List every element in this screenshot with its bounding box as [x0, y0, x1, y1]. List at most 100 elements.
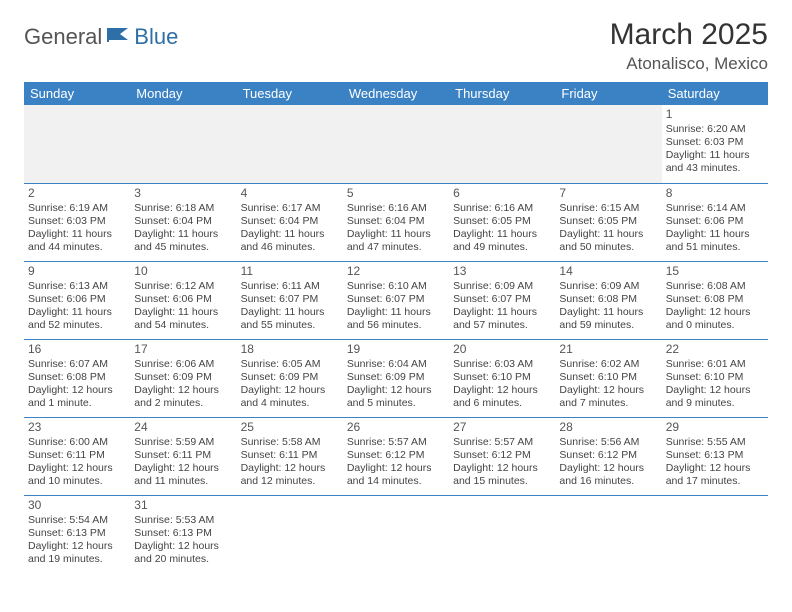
- daylight-text: Daylight: 12 hours and 11 minutes.: [134, 462, 232, 488]
- sunrise-text: Sunrise: 6:06 AM: [134, 358, 232, 371]
- sunrise-text: Sunrise: 6:09 AM: [453, 280, 551, 293]
- calendar-cell: 9Sunrise: 6:13 AMSunset: 6:06 PMDaylight…: [24, 261, 130, 339]
- sunset-text: Sunset: 6:11 PM: [28, 449, 126, 462]
- sunset-text: Sunset: 6:06 PM: [28, 293, 126, 306]
- calendar-cell: 27Sunrise: 5:57 AMSunset: 6:12 PMDayligh…: [449, 417, 555, 495]
- calendar-cell: 13Sunrise: 6:09 AMSunset: 6:07 PMDayligh…: [449, 261, 555, 339]
- calendar-cell: 2Sunrise: 6:19 AMSunset: 6:03 PMDaylight…: [24, 183, 130, 261]
- sunset-text: Sunset: 6:03 PM: [28, 215, 126, 228]
- sunrise-text: Sunrise: 6:05 AM: [241, 358, 339, 371]
- daylight-text: Daylight: 12 hours and 16 minutes.: [559, 462, 657, 488]
- daylight-text: Daylight: 12 hours and 5 minutes.: [347, 384, 445, 410]
- logo-text-blue: Blue: [134, 24, 178, 50]
- calendar-cell: 6Sunrise: 6:16 AMSunset: 6:05 PMDaylight…: [449, 183, 555, 261]
- sunset-text: Sunset: 6:10 PM: [453, 371, 551, 384]
- flag-icon: [106, 26, 130, 49]
- sunset-text: Sunset: 6:03 PM: [666, 136, 764, 149]
- day-number: 3: [134, 186, 232, 201]
- calendar-cell: [449, 495, 555, 573]
- daylight-text: Daylight: 12 hours and 6 minutes.: [453, 384, 551, 410]
- sunrise-text: Sunrise: 5:57 AM: [347, 436, 445, 449]
- calendar-cell: 3Sunrise: 6:18 AMSunset: 6:04 PMDaylight…: [130, 183, 236, 261]
- sunrise-text: Sunrise: 5:59 AM: [134, 436, 232, 449]
- calendar-cell: 16Sunrise: 6:07 AMSunset: 6:08 PMDayligh…: [24, 339, 130, 417]
- sunset-text: Sunset: 6:07 PM: [347, 293, 445, 306]
- weekday-header: Wednesday: [343, 82, 449, 105]
- calendar-cell: [343, 105, 449, 183]
- sunrise-text: Sunrise: 6:16 AM: [453, 202, 551, 215]
- daylight-text: Daylight: 11 hours and 50 minutes.: [559, 228, 657, 254]
- daylight-text: Daylight: 12 hours and 17 minutes.: [666, 462, 764, 488]
- sunrise-text: Sunrise: 6:11 AM: [241, 280, 339, 293]
- daylight-text: Daylight: 12 hours and 1 minute.: [28, 384, 126, 410]
- day-number: 21: [559, 342, 657, 357]
- day-number: 12: [347, 264, 445, 279]
- sunrise-text: Sunrise: 5:55 AM: [666, 436, 764, 449]
- calendar-cell: 29Sunrise: 5:55 AMSunset: 6:13 PMDayligh…: [662, 417, 768, 495]
- calendar-cell: [343, 495, 449, 573]
- daylight-text: Daylight: 12 hours and 15 minutes.: [453, 462, 551, 488]
- day-number: 6: [453, 186, 551, 201]
- weekday-header: Saturday: [662, 82, 768, 105]
- weekday-header: Sunday: [24, 82, 130, 105]
- sunrise-text: Sunrise: 6:07 AM: [28, 358, 126, 371]
- calendar-table: Sunday Monday Tuesday Wednesday Thursday…: [24, 82, 768, 573]
- sunrise-text: Sunrise: 6:14 AM: [666, 202, 764, 215]
- calendar-cell: 30Sunrise: 5:54 AMSunset: 6:13 PMDayligh…: [24, 495, 130, 573]
- daylight-text: Daylight: 12 hours and 20 minutes.: [134, 540, 232, 566]
- calendar-cell: [555, 105, 661, 183]
- sunrise-text: Sunrise: 6:12 AM: [134, 280, 232, 293]
- daylight-text: Daylight: 11 hours and 59 minutes.: [559, 306, 657, 332]
- sunrise-text: Sunrise: 6:02 AM: [559, 358, 657, 371]
- day-number: 10: [134, 264, 232, 279]
- day-number: 29: [666, 420, 764, 435]
- daylight-text: Daylight: 12 hours and 10 minutes.: [28, 462, 126, 488]
- calendar-cell: 20Sunrise: 6:03 AMSunset: 6:10 PMDayligh…: [449, 339, 555, 417]
- day-number: 4: [241, 186, 339, 201]
- sunrise-text: Sunrise: 6:00 AM: [28, 436, 126, 449]
- daylight-text: Daylight: 11 hours and 43 minutes.: [666, 149, 764, 175]
- daylight-text: Daylight: 12 hours and 12 minutes.: [241, 462, 339, 488]
- sunset-text: Sunset: 6:10 PM: [559, 371, 657, 384]
- sunset-text: Sunset: 6:11 PM: [134, 449, 232, 462]
- sunset-text: Sunset: 6:04 PM: [347, 215, 445, 228]
- calendar-cell: [449, 105, 555, 183]
- sunset-text: Sunset: 6:04 PM: [134, 215, 232, 228]
- sunrise-text: Sunrise: 6:18 AM: [134, 202, 232, 215]
- sunrise-text: Sunrise: 6:16 AM: [347, 202, 445, 215]
- calendar-cell: 21Sunrise: 6:02 AMSunset: 6:10 PMDayligh…: [555, 339, 661, 417]
- day-number: 7: [559, 186, 657, 201]
- sunset-text: Sunset: 6:05 PM: [559, 215, 657, 228]
- calendar-cell: [237, 105, 343, 183]
- sunrise-text: Sunrise: 6:09 AM: [559, 280, 657, 293]
- day-number: 8: [666, 186, 764, 201]
- sunset-text: Sunset: 6:04 PM: [241, 215, 339, 228]
- sunset-text: Sunset: 6:06 PM: [666, 215, 764, 228]
- daylight-text: Daylight: 11 hours and 56 minutes.: [347, 306, 445, 332]
- calendar-cell: 25Sunrise: 5:58 AMSunset: 6:11 PMDayligh…: [237, 417, 343, 495]
- sunrise-text: Sunrise: 5:58 AM: [241, 436, 339, 449]
- calendar-cell: [24, 105, 130, 183]
- calendar-cell: 1Sunrise: 6:20 AMSunset: 6:03 PMDaylight…: [662, 105, 768, 183]
- weekday-header: Tuesday: [237, 82, 343, 105]
- daylight-text: Daylight: 12 hours and 14 minutes.: [347, 462, 445, 488]
- day-number: 17: [134, 342, 232, 357]
- day-number: 15: [666, 264, 764, 279]
- calendar-row: 23Sunrise: 6:00 AMSunset: 6:11 PMDayligh…: [24, 417, 768, 495]
- day-number: 11: [241, 264, 339, 279]
- day-number: 1: [666, 107, 764, 122]
- sunset-text: Sunset: 6:12 PM: [347, 449, 445, 462]
- daylight-text: Daylight: 12 hours and 2 minutes.: [134, 384, 232, 410]
- day-number: 28: [559, 420, 657, 435]
- sunset-text: Sunset: 6:06 PM: [134, 293, 232, 306]
- calendar-cell: 28Sunrise: 5:56 AMSunset: 6:12 PMDayligh…: [555, 417, 661, 495]
- sunset-text: Sunset: 6:11 PM: [241, 449, 339, 462]
- day-number: 26: [347, 420, 445, 435]
- daylight-text: Daylight: 11 hours and 55 minutes.: [241, 306, 339, 332]
- daylight-text: Daylight: 12 hours and 7 minutes.: [559, 384, 657, 410]
- weekday-header: Friday: [555, 82, 661, 105]
- daylight-text: Daylight: 11 hours and 44 minutes.: [28, 228, 126, 254]
- calendar-row: 2Sunrise: 6:19 AMSunset: 6:03 PMDaylight…: [24, 183, 768, 261]
- sunset-text: Sunset: 6:07 PM: [241, 293, 339, 306]
- sunset-text: Sunset: 6:08 PM: [28, 371, 126, 384]
